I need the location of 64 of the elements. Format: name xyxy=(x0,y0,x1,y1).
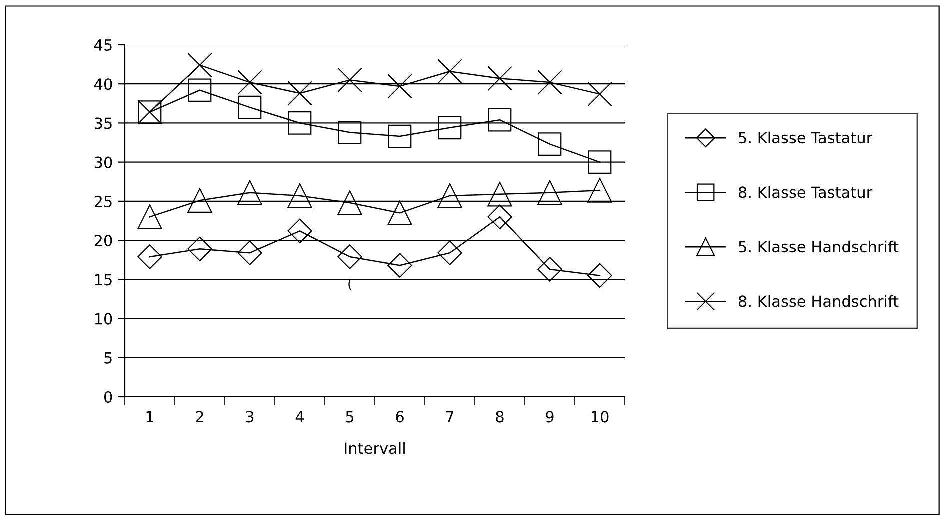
legend-label: 8. Klasse Tastatur xyxy=(738,186,873,198)
point xyxy=(438,59,462,84)
annotation: ( xyxy=(348,279,352,290)
point xyxy=(338,244,362,270)
point xyxy=(338,120,362,144)
point xyxy=(488,204,512,230)
point xyxy=(238,70,262,95)
point xyxy=(188,78,212,102)
point xyxy=(238,96,262,120)
point xyxy=(588,150,612,174)
x-tick-label: 9 xyxy=(546,411,554,423)
point xyxy=(238,240,262,266)
y-tick-label: 45 xyxy=(94,40,112,52)
x-tick-label: 4 xyxy=(296,411,304,422)
point xyxy=(588,82,612,107)
legend-label: 8. Klasse Handschrift xyxy=(738,295,899,308)
y-tick-label: 10 xyxy=(95,313,112,325)
point xyxy=(538,180,562,206)
x-tick-label: 10 xyxy=(592,411,609,423)
y-tick-label: 5 xyxy=(104,352,112,364)
point xyxy=(238,180,262,206)
point xyxy=(388,124,412,148)
point xyxy=(388,253,412,278)
y-tick-label: 20 xyxy=(94,235,112,247)
point xyxy=(288,81,312,106)
point xyxy=(538,132,562,156)
point xyxy=(288,218,312,244)
point xyxy=(588,263,612,288)
legend-label: 5. Klasse Tastatur xyxy=(739,132,873,144)
point xyxy=(188,236,212,262)
point xyxy=(388,200,412,226)
point xyxy=(488,182,512,207)
point xyxy=(288,184,312,208)
point xyxy=(138,204,162,230)
point xyxy=(488,66,512,91)
x-tick-label: 5 xyxy=(346,411,354,423)
point xyxy=(488,108,512,132)
y-tick-label: 15 xyxy=(95,274,112,286)
point xyxy=(188,52,212,78)
legend-label: 5. Klasse Handschrift xyxy=(739,240,899,253)
x-tick-label: 1 xyxy=(146,411,154,422)
point xyxy=(288,112,312,135)
point xyxy=(538,257,562,282)
point xyxy=(588,178,612,203)
y-tick-label: 40 xyxy=(94,78,112,90)
x-tick-label: 6 xyxy=(396,411,404,423)
x-tick-label: 3 xyxy=(246,411,254,423)
y-tick-label: 30 xyxy=(94,156,112,168)
point xyxy=(438,240,462,266)
point xyxy=(538,70,562,95)
point xyxy=(388,74,412,99)
x-tick-label: 2 xyxy=(196,411,204,422)
y-tick-label: 35 xyxy=(94,118,112,130)
point xyxy=(438,116,462,140)
y-tick-label: 0 xyxy=(104,391,112,404)
x-axis-title: Intervall xyxy=(345,442,405,454)
point xyxy=(338,68,362,93)
point xyxy=(188,188,212,214)
point xyxy=(438,184,462,208)
x-tick-label: 7 xyxy=(446,411,454,422)
point xyxy=(338,190,362,216)
point xyxy=(138,244,162,270)
x-tick-label: 8 xyxy=(496,411,504,423)
y-tick-label: 25 xyxy=(94,196,112,208)
